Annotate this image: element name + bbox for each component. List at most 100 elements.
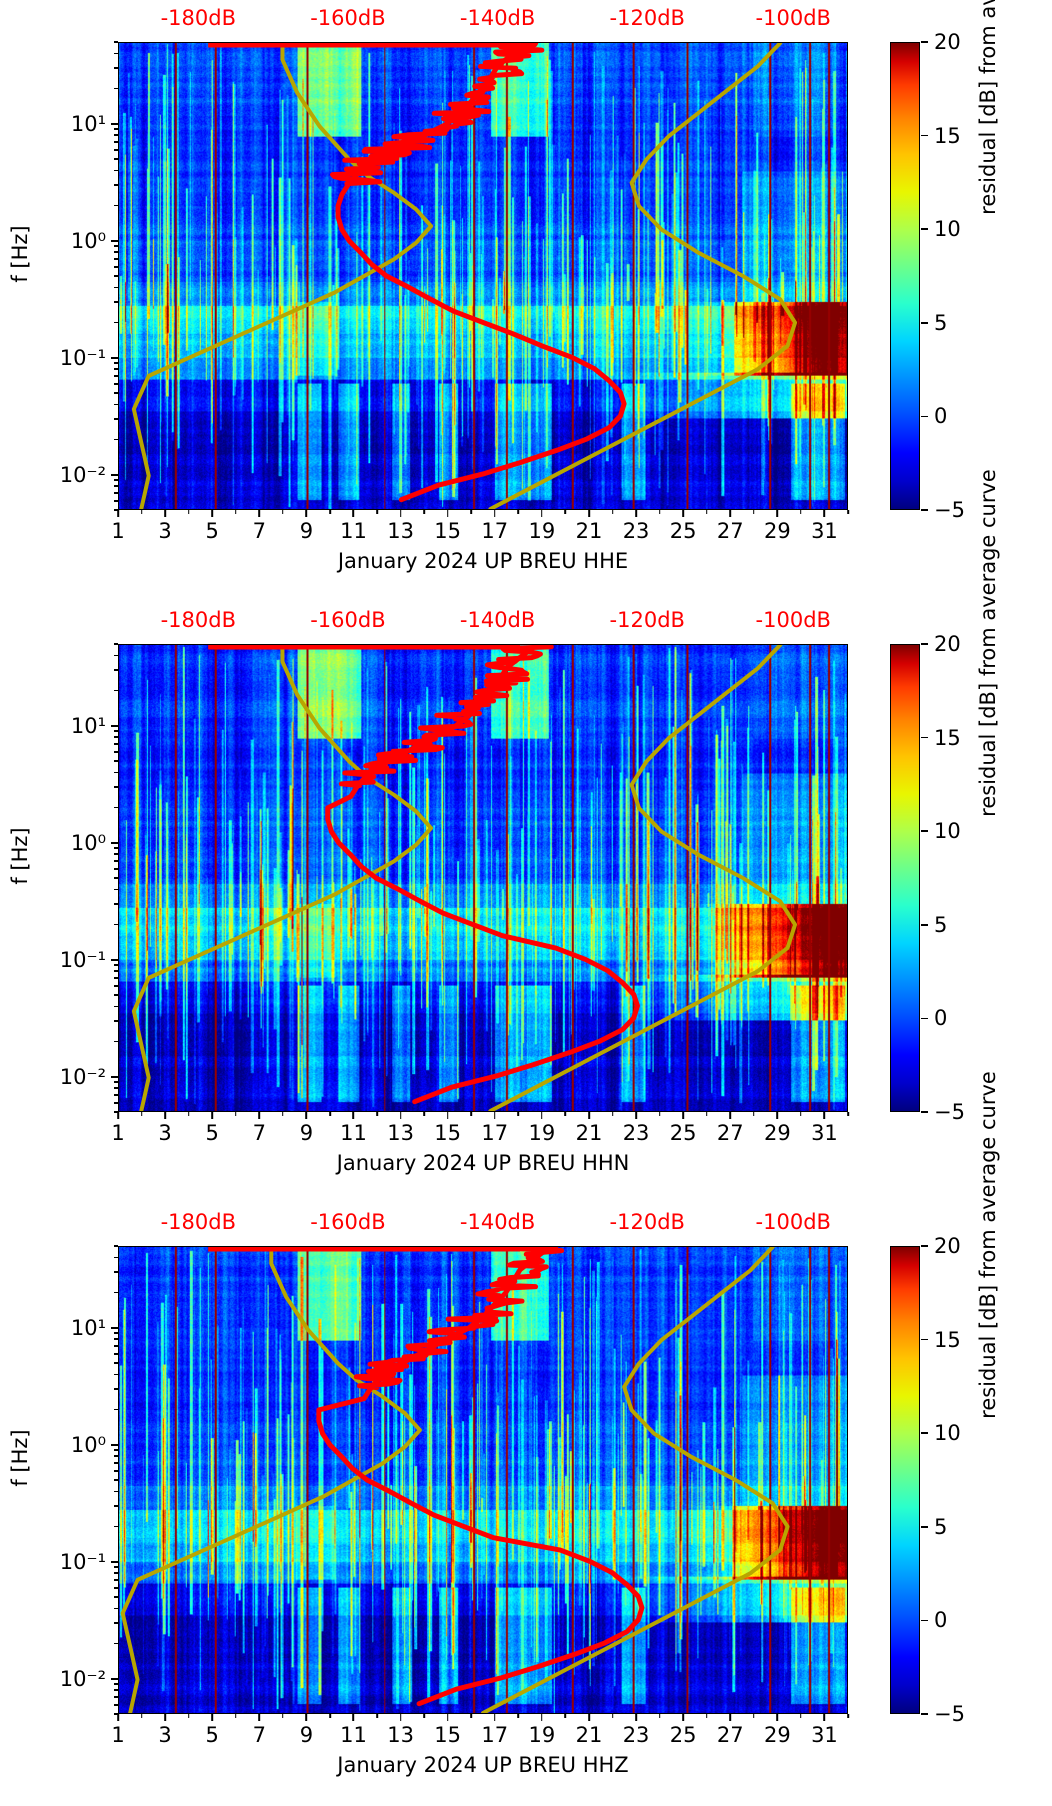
x-tick-major xyxy=(635,1112,637,1119)
x-tick-label: 11 xyxy=(340,1723,367,1747)
y-tick-minor xyxy=(114,1479,118,1481)
colorbar-gradient xyxy=(890,1246,920,1714)
y-tick-minor xyxy=(114,1332,118,1334)
x-tick-major xyxy=(682,1714,684,1721)
x-tick-major xyxy=(823,1112,826,1119)
y-tick-minor xyxy=(114,977,118,979)
y-tick-minor xyxy=(114,382,118,385)
x-tick-label: 21 xyxy=(575,519,603,543)
y-tick-minor xyxy=(114,438,118,441)
y-tick-minor xyxy=(114,1373,118,1376)
y-tick-minor xyxy=(114,392,118,394)
x-tick-minor xyxy=(564,1714,567,1718)
colorbar-tick xyxy=(921,322,928,324)
top-db-tick-4: -100dB xyxy=(755,1210,831,1234)
colorbar-tick-label: 15 xyxy=(934,725,961,750)
x-tick-minor xyxy=(329,510,331,514)
x-tick-label: 13 xyxy=(387,1121,414,1145)
y-axis-title: f [Hz] xyxy=(8,225,32,283)
y-tick-minor xyxy=(114,169,118,172)
colorbar-tick-label: 0 xyxy=(934,404,948,429)
x-tick-major xyxy=(305,1714,308,1721)
x-tick-label: 1 xyxy=(111,1121,125,1145)
y-tick-minor xyxy=(114,903,118,905)
y-tick-minor xyxy=(114,1101,118,1104)
y-tick-major xyxy=(111,1326,118,1329)
y-tick-minor xyxy=(114,499,118,502)
y-tick-label: 10⁰ xyxy=(70,1432,106,1457)
x-tick-label: 11 xyxy=(340,1121,367,1145)
x-tick-major xyxy=(305,510,308,517)
x-tick-label: 27 xyxy=(716,1121,744,1145)
x-tick-label: 31 xyxy=(811,519,838,543)
x-tick-major xyxy=(493,510,496,517)
y-tick-minor xyxy=(114,87,118,90)
colorbar-title: residual [dB] from average curve xyxy=(976,469,1000,817)
x-tick-label: 3 xyxy=(158,1723,172,1747)
spectrogram-hhz[interactable] xyxy=(118,1246,848,1714)
top-db-tick-3: -120dB xyxy=(609,6,685,30)
y-tick-minor xyxy=(114,1271,118,1273)
x-tick-label: 31 xyxy=(811,1723,838,1747)
x-tick-label: 23 xyxy=(622,519,650,543)
y-tick-minor xyxy=(114,806,118,809)
x-tick-major xyxy=(305,1112,308,1119)
x-tick-minor xyxy=(658,510,661,514)
x-tick-label: 5 xyxy=(205,519,219,543)
y-tick-minor xyxy=(114,275,118,277)
x-tick-major xyxy=(776,1112,779,1119)
spectrogram-hhe[interactable] xyxy=(118,42,848,510)
spectrogram-hhn[interactable] xyxy=(118,644,848,1112)
y-tick-minor xyxy=(114,964,118,966)
x-tick-label: 5 xyxy=(205,1723,219,1747)
x-tick-minor xyxy=(234,510,237,514)
x-tick-minor xyxy=(800,1112,802,1116)
colorbar-tick xyxy=(921,1245,928,1247)
x-tick-label: 3 xyxy=(158,519,172,543)
colorbar-tick xyxy=(921,643,928,645)
x-tick-minor xyxy=(752,1714,755,1718)
y-tick-minor xyxy=(114,750,118,753)
y-tick-minor xyxy=(114,994,118,996)
y-tick-minor xyxy=(114,148,118,151)
x-tick-major xyxy=(493,1714,496,1721)
x-tick-label: 9 xyxy=(299,519,314,543)
colorbar-tick xyxy=(921,736,928,739)
x-tick-major xyxy=(682,510,684,517)
y-axis-hhn: 10¹ 10⁰ 10⁻¹ 10⁻² f [Hz] xyxy=(0,643,118,1113)
y-tick-minor xyxy=(114,1094,118,1096)
x-tick-label: 25 xyxy=(669,519,697,543)
x-tick-major xyxy=(823,510,826,517)
x-tick-minor xyxy=(140,1714,143,1718)
x-tick-minor xyxy=(470,1112,473,1116)
x-tick-major xyxy=(729,1112,732,1119)
x-tick-major xyxy=(164,1112,166,1119)
top-db-tick-1: -160dB xyxy=(310,1210,386,1234)
noise-model-high xyxy=(488,645,798,1111)
y-tick-minor xyxy=(114,970,118,972)
y-axis-hhe: 10¹ 10⁰ 10⁻¹ 10⁻² f [Hz] xyxy=(0,41,118,511)
y-tick-minor xyxy=(114,1642,118,1645)
top-db-tick-0: -180dB xyxy=(160,608,236,632)
y-tick-minor xyxy=(114,689,118,692)
spectrogram-canvas xyxy=(119,43,847,509)
y-tick-minor xyxy=(114,1689,118,1691)
x-tick-minor xyxy=(611,510,614,514)
y-tick-minor xyxy=(114,184,118,186)
y-tick-minor xyxy=(114,669,118,671)
noise-model-low xyxy=(131,645,434,1111)
x-tick-minor xyxy=(423,1112,425,1116)
x-tick-minor xyxy=(423,1714,425,1718)
y-tick-minor xyxy=(114,141,118,143)
colorbar-tick xyxy=(921,924,928,926)
x-tick-major xyxy=(682,1112,684,1119)
x-tick-label: 29 xyxy=(763,1121,791,1145)
x-tick-minor xyxy=(517,1112,520,1116)
y-tick-minor xyxy=(114,258,118,260)
x-tick-minor xyxy=(234,1714,237,1718)
y-tick-major xyxy=(111,841,118,844)
x-tick-major xyxy=(446,510,449,517)
y-tick-minor xyxy=(114,1449,118,1451)
x-tick-label: 7 xyxy=(252,519,266,543)
